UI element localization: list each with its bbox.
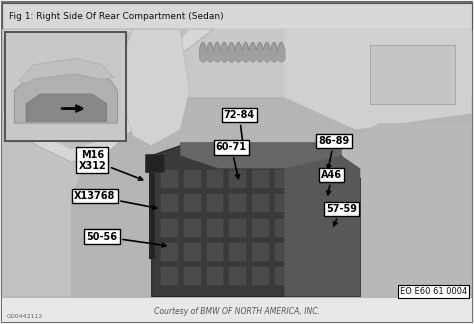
FancyBboxPatch shape: [184, 267, 201, 285]
FancyBboxPatch shape: [320, 243, 337, 261]
Text: Fig 1: Right Side Of Rear Compartment (Sedan): Fig 1: Right Side Of Rear Compartment (S…: [9, 12, 223, 21]
Polygon shape: [118, 29, 190, 146]
FancyBboxPatch shape: [298, 219, 314, 237]
Polygon shape: [284, 29, 472, 130]
FancyBboxPatch shape: [252, 219, 269, 237]
FancyBboxPatch shape: [161, 219, 178, 237]
FancyBboxPatch shape: [370, 45, 455, 104]
FancyBboxPatch shape: [207, 267, 223, 285]
FancyBboxPatch shape: [2, 29, 472, 298]
FancyBboxPatch shape: [161, 170, 178, 188]
FancyBboxPatch shape: [5, 32, 126, 141]
FancyBboxPatch shape: [2, 298, 472, 322]
Text: 72-84: 72-84: [224, 110, 255, 149]
FancyBboxPatch shape: [320, 194, 337, 212]
FancyBboxPatch shape: [161, 267, 178, 285]
Text: 57-59: 57-59: [326, 204, 357, 226]
FancyBboxPatch shape: [207, 243, 223, 261]
FancyBboxPatch shape: [2, 2, 472, 322]
FancyBboxPatch shape: [207, 219, 223, 237]
FancyBboxPatch shape: [2, 29, 472, 97]
FancyBboxPatch shape: [229, 170, 246, 188]
FancyBboxPatch shape: [149, 168, 155, 259]
Text: A46: A46: [321, 170, 342, 195]
FancyBboxPatch shape: [320, 170, 337, 188]
FancyBboxPatch shape: [229, 194, 246, 212]
Polygon shape: [2, 29, 213, 162]
FancyBboxPatch shape: [184, 194, 201, 212]
Polygon shape: [152, 143, 360, 296]
FancyBboxPatch shape: [298, 243, 314, 261]
FancyBboxPatch shape: [298, 267, 314, 285]
Polygon shape: [2, 29, 142, 296]
FancyBboxPatch shape: [184, 243, 201, 261]
FancyBboxPatch shape: [2, 3, 472, 29]
FancyBboxPatch shape: [275, 219, 292, 237]
Polygon shape: [19, 58, 114, 84]
Text: Courtesy of BMW OF NORTH AMERICA, INC.: Courtesy of BMW OF NORTH AMERICA, INC.: [154, 307, 320, 316]
FancyBboxPatch shape: [252, 243, 269, 261]
FancyBboxPatch shape: [229, 243, 246, 261]
Text: M16
X312: M16 X312: [79, 150, 143, 180]
Polygon shape: [26, 94, 107, 122]
Text: G00442112: G00442112: [7, 314, 44, 319]
FancyBboxPatch shape: [275, 170, 292, 188]
Polygon shape: [2, 29, 190, 149]
FancyBboxPatch shape: [207, 194, 223, 212]
FancyBboxPatch shape: [184, 170, 201, 188]
Text: X13768: X13768: [74, 191, 156, 209]
Polygon shape: [284, 156, 360, 296]
FancyBboxPatch shape: [161, 194, 178, 212]
FancyBboxPatch shape: [161, 243, 178, 261]
FancyBboxPatch shape: [320, 267, 337, 285]
FancyBboxPatch shape: [229, 219, 246, 237]
Text: 86-89: 86-89: [319, 136, 350, 169]
FancyBboxPatch shape: [252, 194, 269, 212]
FancyBboxPatch shape: [298, 170, 314, 188]
FancyBboxPatch shape: [229, 267, 246, 285]
Polygon shape: [14, 71, 118, 123]
FancyBboxPatch shape: [275, 194, 292, 212]
Text: 50-56: 50-56: [86, 232, 166, 247]
Polygon shape: [341, 123, 472, 296]
FancyBboxPatch shape: [275, 243, 292, 261]
Polygon shape: [180, 143, 341, 168]
Text: EO E60 61 0004: EO E60 61 0004: [400, 287, 467, 296]
FancyBboxPatch shape: [275, 267, 292, 285]
FancyBboxPatch shape: [320, 219, 337, 237]
FancyBboxPatch shape: [252, 267, 269, 285]
FancyBboxPatch shape: [252, 170, 269, 188]
Text: 60-71: 60-71: [216, 143, 247, 179]
FancyBboxPatch shape: [207, 170, 223, 188]
FancyBboxPatch shape: [298, 194, 314, 212]
FancyBboxPatch shape: [184, 219, 201, 237]
FancyBboxPatch shape: [145, 154, 164, 172]
FancyBboxPatch shape: [6, 33, 125, 140]
